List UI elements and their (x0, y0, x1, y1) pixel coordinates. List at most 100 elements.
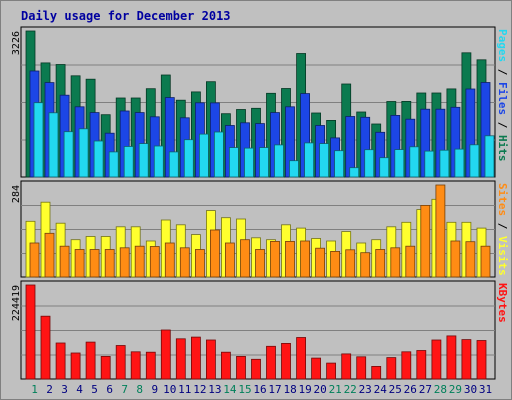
bar-pages-18 (289, 160, 299, 178)
day-label: 15 (238, 383, 251, 396)
bar-kbytes-15 (236, 355, 246, 380)
side-legend-item: Files (496, 82, 509, 115)
day-label: 28 (434, 383, 447, 396)
bar-pages-22 (349, 167, 360, 178)
side-legend-item: Sites (496, 183, 509, 216)
bar-sites-23 (360, 252, 371, 278)
bar-kbytes-26 (401, 351, 412, 380)
side-legend-item: Visits (496, 236, 509, 276)
bar-kbytes-20 (311, 357, 322, 380)
bar-sites-12 (194, 249, 205, 278)
bar-pages-11 (183, 139, 194, 178)
bar-sites-13 (209, 229, 220, 278)
day-label: 8 (136, 383, 143, 396)
bar-sites-28 (435, 184, 446, 278)
day-label: 9 (151, 383, 158, 396)
bar-sites-30 (465, 241, 476, 278)
y-max-label: 284 (11, 185, 22, 203)
side-legend: Sites / Visits (496, 183, 509, 276)
bar-sites-18 (285, 240, 295, 278)
bar-kbytes-7 (115, 345, 126, 380)
bar-kbytes-18 (281, 342, 291, 380)
bar-kbytes-17 (266, 345, 276, 380)
side-legend: KBytes (496, 283, 509, 323)
bar-sites-14 (224, 242, 235, 278)
bar-kbytes-14 (220, 351, 231, 380)
bar-sites-29 (450, 240, 461, 278)
bar-sites-19 (300, 240, 311, 278)
day-label: 14 (223, 383, 237, 396)
bar-kbytes-5 (85, 341, 96, 380)
day-label: 18 (283, 383, 296, 396)
chart-title: Daily usage for December 2013 (21, 9, 231, 23)
bar-sites-4 (74, 249, 85, 278)
bar-sites-24 (375, 249, 386, 278)
bar-pages-25 (394, 149, 405, 178)
day-label: 2 (46, 383, 53, 396)
bar-kbytes-4 (70, 352, 81, 380)
day-label: 1 (31, 383, 38, 396)
bar-kbytes-6 (100, 355, 111, 380)
day-label: 31 (479, 383, 492, 396)
bar-kbytes-11 (175, 338, 186, 380)
side-legend: Pages / Files / Hits (496, 29, 509, 162)
bar-sites-16 (255, 249, 265, 278)
bar-sites-20 (315, 247, 326, 278)
bar-kbytes-10 (160, 329, 171, 380)
day-label: 29 (449, 383, 462, 396)
side-legend-item: Pages (496, 29, 509, 62)
day-label: 24 (374, 383, 388, 396)
day-label: 13 (208, 383, 221, 396)
bar-kbytes-22 (341, 353, 352, 380)
bar-pages-13 (213, 131, 224, 178)
bar-sites-27 (420, 204, 431, 278)
panels-layer: 3226 Pages / Files / Hits 284 Sites / Visit… (11, 26, 509, 380)
bar-kbytes-30 (461, 339, 472, 380)
bar-pages-24 (379, 157, 390, 178)
y-max-label: 3226 (11, 31, 22, 55)
day-label: 30 (464, 383, 477, 396)
bar-pages-4 (78, 128, 89, 178)
day-label: 23 (359, 383, 372, 396)
day-label: 25 (389, 383, 402, 396)
bar-pages-12 (198, 133, 209, 178)
bar-sites-11 (179, 247, 190, 278)
day-label: 21 (329, 383, 342, 396)
side-legend-item: KBytes (496, 283, 509, 323)
bar-pages-2 (48, 112, 59, 178)
bar-sites-7 (119, 247, 130, 278)
bar-pages-23 (364, 149, 375, 178)
bar-pages-31 (484, 135, 495, 178)
day-label: 27 (419, 383, 432, 396)
day-label: 7 (121, 383, 128, 396)
bar-kbytes-12 (190, 336, 201, 380)
day-label: 3 (61, 383, 68, 396)
series-pages (33, 102, 495, 178)
bar-kbytes-31 (476, 340, 487, 380)
bar-pages-30 (469, 144, 480, 178)
bar-pages-21 (334, 150, 345, 178)
bar-kbytes-13 (205, 339, 216, 380)
bar-kbytes-3 (55, 342, 66, 380)
bar-pages-20 (319, 143, 330, 178)
bar-pages-5 (93, 140, 104, 178)
bar-sites-10 (164, 242, 175, 278)
bar-kbytes-9 (145, 351, 156, 380)
bar-sites-9 (149, 246, 160, 278)
series-kbytes (25, 284, 487, 380)
bar-pages-14 (228, 147, 239, 178)
bar-pages-19 (304, 142, 315, 178)
panel-top: 3226 Pages / Files / Hits (11, 26, 509, 178)
bar-pages-29 (454, 148, 465, 178)
bar-pages-3 (63, 131, 74, 178)
bar-pages-15 (244, 147, 254, 178)
bar-pages-26 (409, 146, 420, 178)
bar-kbytes-1 (25, 284, 36, 380)
bar-sites-5 (89, 249, 100, 278)
day-label: 26 (404, 383, 417, 396)
bar-sites-21 (330, 250, 341, 278)
day-label: 6 (106, 383, 113, 396)
day-label: 20 (313, 383, 326, 396)
day-label: 5 (91, 383, 98, 396)
